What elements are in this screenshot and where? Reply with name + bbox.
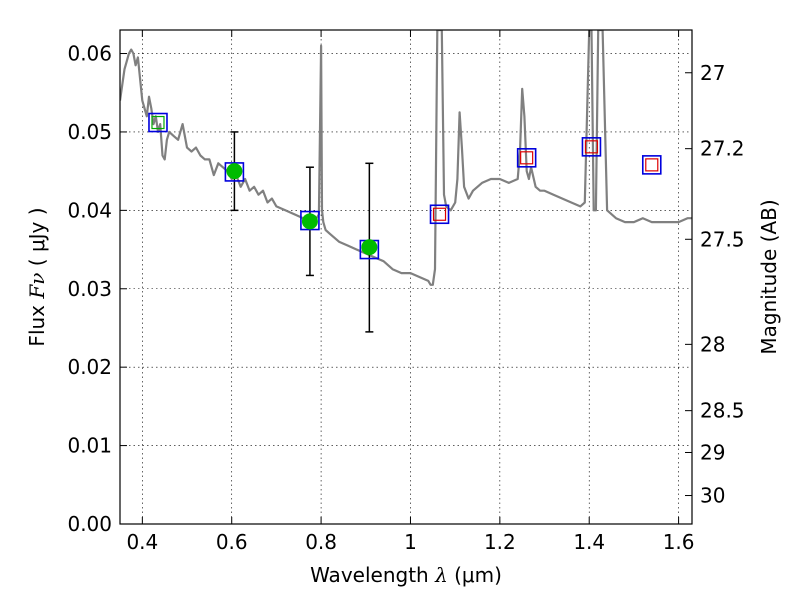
magnitude-tick-label: 27.5 [700, 227, 745, 251]
observed-photometry-point [226, 163, 243, 180]
inner-green-square [151, 115, 165, 130]
y-tick-label: 0.03 [67, 277, 112, 301]
y-tick-label: 0.02 [67, 355, 112, 379]
model-photometry-square [581, 137, 602, 157]
inner-red-square [432, 207, 447, 221]
plot-frame [119, 29, 693, 525]
x-tick-label: 0.4 [126, 530, 158, 554]
inner-red-square [645, 158, 659, 172]
model-photometry-square [148, 112, 168, 133]
inner-red-square [520, 151, 534, 165]
model-spectrum-line [120, 30, 692, 286]
magnitude-tick-label: 29 [700, 440, 725, 464]
inner-red-square [584, 140, 599, 154]
x-tick-label: 0.8 [305, 530, 337, 554]
magnitude-axis-label: Magnitude (AB) [757, 199, 781, 354]
y-tick-label: 0.00 [67, 512, 112, 536]
x-tick-label: 1.4 [573, 530, 605, 554]
y-tick-label: 0.05 [67, 120, 112, 144]
y-tick-label: 0.06 [67, 42, 112, 66]
model-photometry-square [429, 204, 450, 225]
x-axis-label: Wavelength λ (μm) [310, 563, 502, 587]
y-tick-label: 0.04 [67, 198, 112, 222]
model-photometry-square [224, 162, 245, 182]
model-photometry-square [516, 148, 537, 168]
chart-marks [120, 30, 692, 333]
x-tick-label: 1 [404, 530, 417, 554]
magnitude-tick-label: 30 [700, 484, 725, 508]
plot-background [120, 30, 692, 524]
axis-ticks: 0.4 0.6 0.8 1 1.2 1.4 1.6 0.00 0.01 0.02 0.03 0.04 0… [67, 30, 745, 554]
y-axis-label: Flux Fν ( μJy ) [25, 207, 49, 346]
magnitude-tick-label: 28.5 [700, 399, 745, 423]
observed-photometry-point [301, 213, 318, 230]
magnitude-tick-label: 27.2 [700, 137, 745, 161]
magnitude-tick-label: 27 [700, 61, 725, 85]
model-photometry-square [300, 210, 320, 231]
x-tick-label: 0.6 [216, 530, 248, 554]
observed-photometry-point [361, 239, 378, 256]
y-tick-label: 0.01 [67, 434, 112, 458]
x-tick-label: 1.6 [663, 530, 695, 554]
model-photometry-square [641, 155, 662, 175]
magnitude-tick-label: 28 [700, 332, 725, 356]
x-tick-label: 1.2 [484, 530, 516, 554]
